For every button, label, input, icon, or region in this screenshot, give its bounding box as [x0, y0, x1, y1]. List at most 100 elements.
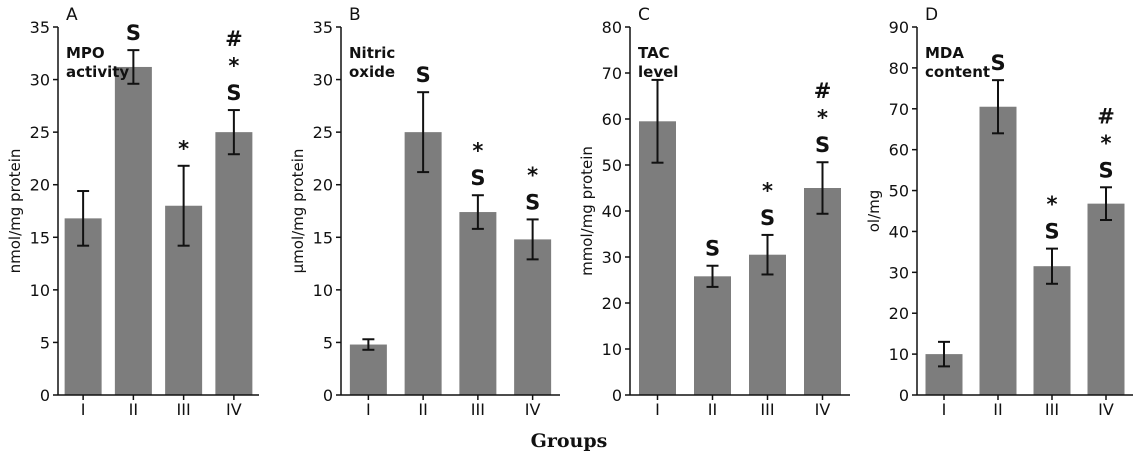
- significance-mark: S: [815, 133, 830, 157]
- significance-mark: #: [225, 27, 243, 51]
- significance-mark: *: [472, 139, 483, 163]
- y-tick-label: 20: [602, 294, 622, 313]
- y-tick-label: 10: [889, 345, 909, 364]
- category-label: II: [993, 400, 1002, 419]
- significance-mark: *: [527, 163, 538, 187]
- significance-mark: S: [760, 206, 775, 230]
- y-tick-label: 40: [602, 202, 622, 221]
- y-tick-label: 10: [313, 281, 333, 300]
- significance-mark: S: [416, 63, 431, 87]
- significance-mark: *: [1047, 193, 1058, 217]
- category-label: I: [655, 400, 660, 419]
- category-label: III: [760, 400, 774, 419]
- y-tick-label: 0: [899, 386, 909, 405]
- panel-title: TAC: [638, 44, 670, 62]
- bar: [694, 276, 731, 395]
- bar: [114, 66, 152, 395]
- x-axis-label: Groups: [531, 430, 608, 452]
- category-label: IV: [1098, 400, 1114, 419]
- significance-mark: S: [126, 21, 141, 45]
- panel-title: level: [638, 63, 678, 81]
- significance-mark: #: [1097, 104, 1115, 128]
- significance-mark: *: [762, 179, 773, 203]
- bar: [459, 212, 497, 395]
- y-tick-label: 10: [30, 281, 50, 300]
- significance-mark: *: [178, 137, 189, 161]
- chart-panel-d: I S II S * III S * # IV 0 10 20 30 40 50 60 70 80 90 ol/mg D M…: [865, 5, 1133, 419]
- y-tick-label: 60: [602, 110, 622, 129]
- y-tick-label: 80: [889, 59, 909, 78]
- y-tick-label: 25: [313, 123, 333, 142]
- panel-title: activity: [66, 63, 129, 81]
- category-label: I: [366, 400, 371, 419]
- bar: [1033, 266, 1071, 395]
- bar: [215, 132, 253, 395]
- chart-panel-c: I S II S * III S * # IV 0 10 20 30 40 50 60 70 80 mmol/mg p…: [578, 5, 850, 419]
- chart-panel-a: I S II * III S * # IV 0 5 10 15 20 25 30 35 nmol/mg prote…: [6, 5, 259, 419]
- y-axis-label: μmol/mg protein: [289, 149, 307, 274]
- y-axis-label: mmol/mg protein: [578, 146, 596, 276]
- y-tick-label: 80: [602, 18, 622, 37]
- bar: [404, 132, 442, 395]
- category-label: I: [942, 400, 947, 419]
- y-tick-label: 30: [602, 248, 622, 267]
- y-tick-label: 70: [889, 100, 909, 119]
- significance-mark: *: [1101, 131, 1112, 155]
- category-label: IV: [226, 400, 242, 419]
- significance-mark: S: [226, 81, 241, 105]
- bar: [514, 239, 552, 395]
- category-label: I: [81, 400, 86, 419]
- category-label: III: [471, 400, 485, 419]
- significance-mark: *: [228, 54, 239, 78]
- panel-title: content: [925, 63, 990, 81]
- bar: [979, 106, 1017, 395]
- bar: [804, 188, 841, 395]
- significance-mark: S: [705, 237, 720, 261]
- category-label: II: [129, 400, 138, 419]
- y-tick-label: 50: [602, 156, 622, 175]
- panel-title: MPO: [66, 44, 105, 62]
- bar: [349, 344, 387, 395]
- y-axis-label: ol/mg: [865, 190, 883, 233]
- panel-letter: B: [349, 5, 361, 25]
- y-tick-label: 70: [602, 64, 622, 83]
- y-tick-label: 10: [602, 340, 622, 359]
- y-tick-label: 50: [889, 182, 909, 201]
- panel-letter: C: [638, 5, 650, 25]
- y-axis-label: nmol/mg protein: [6, 149, 24, 274]
- significance-mark: S: [1044, 220, 1059, 244]
- y-tick-label: 90: [889, 18, 909, 37]
- bar: [64, 218, 102, 395]
- category-label: III: [1045, 400, 1059, 419]
- significance-mark: S: [990, 51, 1005, 75]
- chart-panel-b: I S II S * III S * IV 0 5 10 15 20 25 30 35 μmol/mg prote…: [289, 5, 560, 419]
- panel-letter: A: [66, 5, 78, 25]
- category-label: IV: [525, 400, 541, 419]
- y-tick-label: 35: [313, 18, 333, 37]
- y-tick-label: 0: [612, 386, 622, 405]
- y-tick-label: 15: [30, 228, 50, 247]
- bar: [1087, 203, 1125, 395]
- y-tick-label: 35: [30, 18, 50, 37]
- y-tick-label: 30: [313, 71, 333, 90]
- y-tick-label: 20: [30, 176, 50, 195]
- category-label: II: [708, 400, 717, 419]
- significance-mark: S: [470, 166, 485, 190]
- y-tick-label: 15: [313, 228, 333, 247]
- category-label: III: [177, 400, 191, 419]
- bar: [639, 121, 676, 396]
- y-tick-label: 60: [889, 141, 909, 160]
- significance-mark: S: [1098, 158, 1113, 182]
- panel-title: MDA: [925, 44, 964, 62]
- y-tick-label: 0: [323, 386, 333, 405]
- bar: [749, 254, 786, 395]
- significance-mark: S: [525, 190, 540, 214]
- panel-letter: D: [925, 5, 938, 25]
- y-tick-label: 20: [889, 304, 909, 323]
- y-tick-label: 30: [889, 263, 909, 282]
- category-label: II: [418, 400, 427, 419]
- significance-mark: #: [814, 79, 832, 103]
- panel-title: Nitric: [349, 44, 395, 62]
- y-tick-label: 5: [40, 333, 50, 352]
